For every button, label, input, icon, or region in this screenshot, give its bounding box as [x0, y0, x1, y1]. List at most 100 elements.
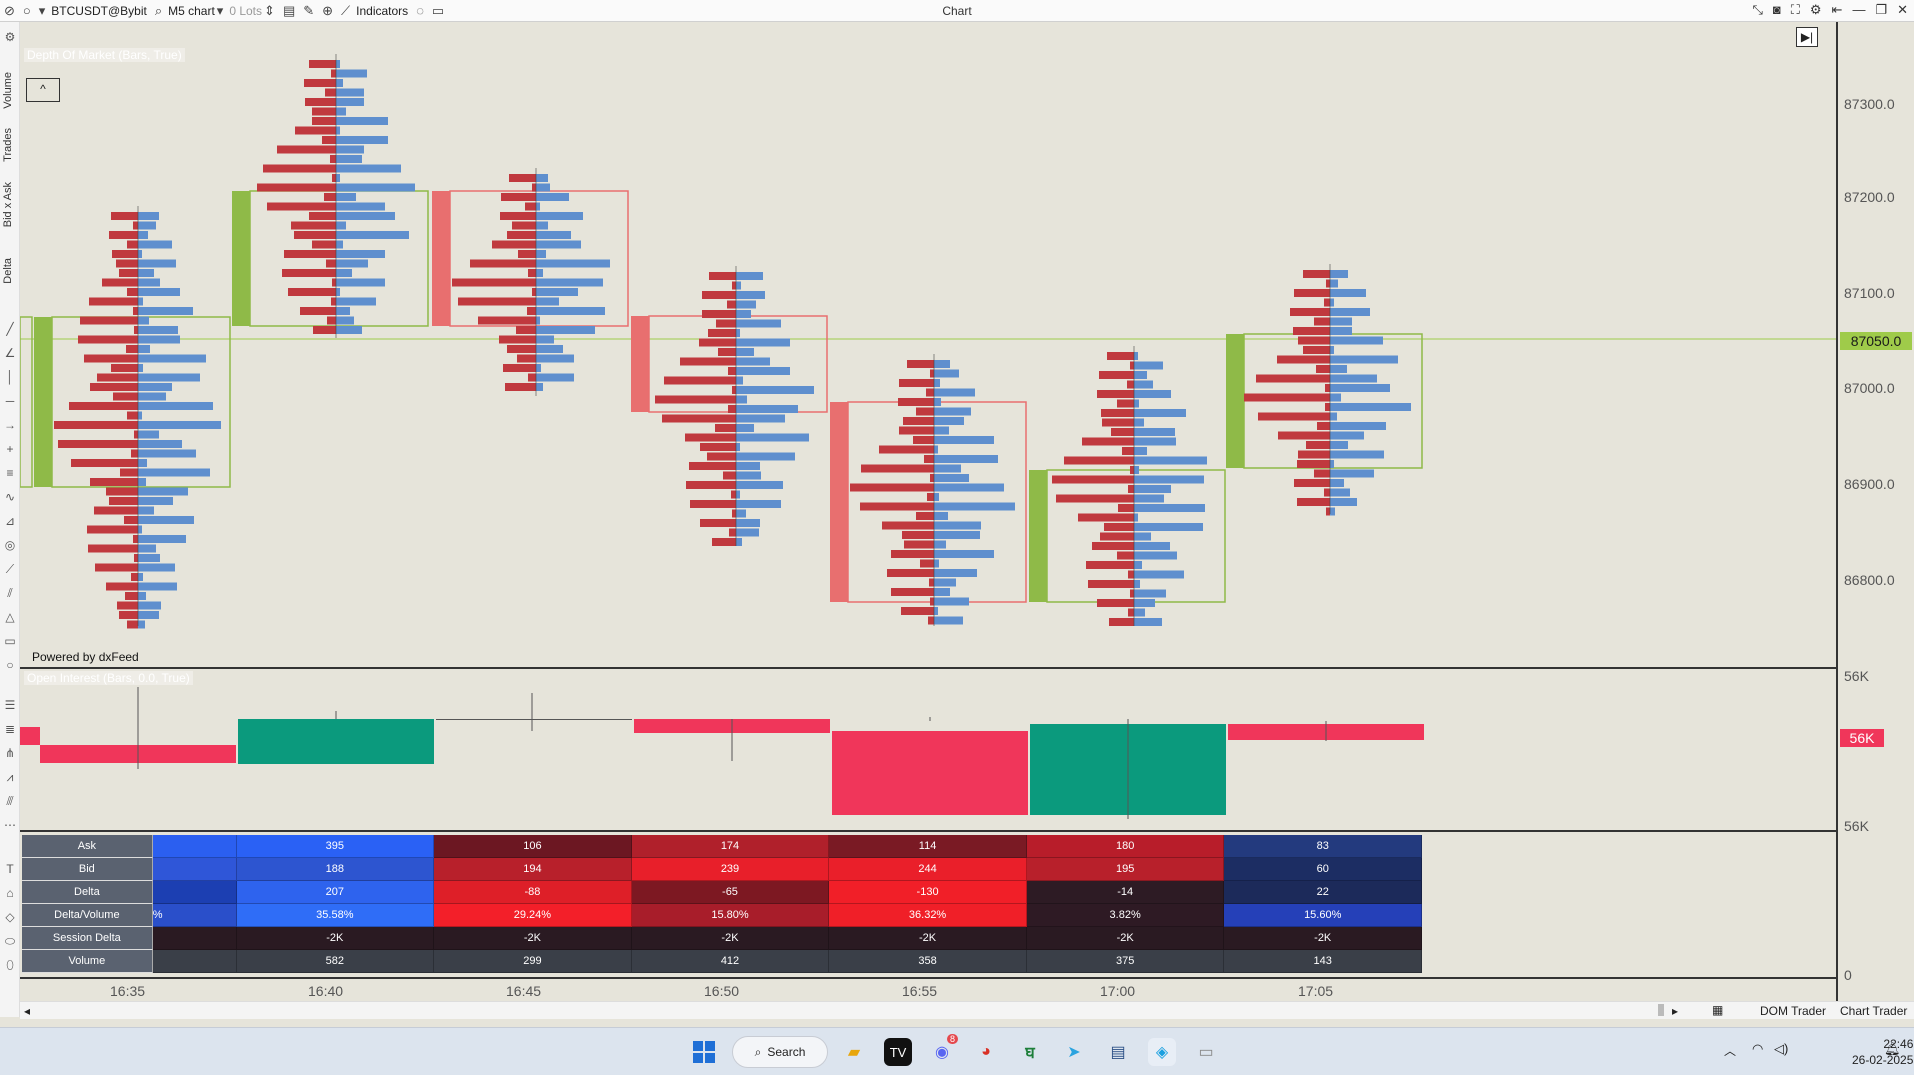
- scroll-thumb[interactable]: [1658, 1004, 1664, 1016]
- app-icon-2[interactable]: ▭: [1198, 1044, 1214, 1061]
- settings-icon[interactable]: ⚙: [1809, 2, 1822, 17]
- chart-type-icon[interactable]: ▤: [282, 2, 296, 18]
- minimize-icon[interactable]: —: [1852, 2, 1866, 17]
- zoom-icon[interactable]: ⊕: [322, 2, 334, 18]
- arrow-icon[interactable]: →: [4, 418, 16, 432]
- chrome-icon[interactable]: ◕: [981, 1043, 991, 1060]
- camera-icon[interactable]: ◙: [1772, 2, 1781, 17]
- bid-volume-bar: [904, 540, 934, 549]
- ask-volume-bar: [1134, 532, 1151, 541]
- notification-icon[interactable]: 🔔︎: [1884, 1041, 1901, 1056]
- ask-volume-bar: [138, 544, 156, 553]
- dom-indicator-label[interactable]: Depth Of Market (Bars, True): [24, 48, 185, 62]
- calendar-icon[interactable]: ▦: [1712, 1003, 1724, 1017]
- text-icon[interactable]: T: [6, 862, 14, 876]
- main-chart[interactable]: Depth Of Market (Bars, True) ^ ▶| Powere…: [19, 22, 1836, 667]
- ask-volume-bar: [336, 79, 343, 87]
- bid-volume-bar: [111, 364, 138, 372]
- callout-icon[interactable]: ◇: [5, 910, 15, 924]
- discord-icon[interactable]: ◉ 8: [928, 1034, 958, 1066]
- tray-chevron-icon[interactable]: ︿: [1724, 1044, 1737, 1058]
- target-icon[interactable]: ◎: [4, 538, 16, 552]
- rectangle-icon[interactable]: ▭: [4, 634, 16, 648]
- ask-volume-bar: [934, 388, 975, 397]
- angle-icon[interactable]: ∠: [4, 346, 16, 360]
- scroll-to-end-button[interactable]: ▶|: [1796, 27, 1818, 47]
- list-icon[interactable]: ☰: [4, 698, 16, 712]
- clock[interactable]: 22:46 26-02-2025: [1852, 1037, 1914, 1067]
- tradingview-icon[interactable]: TV: [884, 1038, 912, 1066]
- chevron-down-icon[interactable]: ▾: [216, 2, 224, 18]
- left-label-volume[interactable]: Volume: [2, 72, 14, 109]
- expand-icon[interactable]: ⤡: [1752, 2, 1763, 17]
- scroll-right-icon[interactable]: ▸: [1672, 1004, 1679, 1018]
- ask-volume-bar: [736, 348, 754, 356]
- draw-icon[interactable]: ✎: [303, 2, 315, 18]
- scroll-left-icon[interactable]: ◂: [24, 1004, 31, 1018]
- template-icon[interactable]: ◌: [416, 3, 424, 18]
- restore-icon[interactable]: ❐: [1875, 2, 1888, 17]
- oi-indicator-label[interactable]: Open Interest (Bars, 0.0, True): [24, 671, 193, 685]
- lots-input[interactable]: 0 Lots: [229, 3, 263, 18]
- windows-start-icon[interactable]: [690, 1038, 718, 1066]
- ruler-icon[interactable]: ⟋: [5, 562, 15, 576]
- atas-icon[interactable]: ◈: [1148, 1038, 1176, 1066]
- triangle-icon[interactable]: △: [5, 610, 15, 624]
- bid-volume-bar: [664, 376, 736, 385]
- search-icon[interactable]: ⌕: [154, 2, 163, 18]
- trendline-icon[interactable]: ╱: [6, 322, 14, 336]
- cross-icon[interactable]: +: [6, 442, 14, 456]
- dom-trader-tab[interactable]: DOM Trader: [1760, 1004, 1827, 1018]
- telegram-icon[interactable]: ➤: [1067, 1044, 1081, 1061]
- lots-arrows-icon[interactable]: ⇕: [264, 2, 275, 18]
- measure-icon[interactable]: ⊿: [4, 514, 16, 528]
- price-axis[interactable]: 87300.0 87200.0 87100.0 87000.0 86900.0 …: [1836, 22, 1914, 1017]
- bid-volume-bar: [282, 269, 336, 277]
- collapse-button[interactable]: ^: [26, 78, 60, 102]
- terminal-icon[interactable]: ▤: [1110, 1044, 1126, 1061]
- vertical-line-icon[interactable]: │: [6, 370, 14, 384]
- indicators-button[interactable]: Indicators: [356, 3, 409, 18]
- left-label-delta[interactable]: Delta: [2, 258, 14, 284]
- volume-icon[interactable]: ◁): [1774, 1041, 1789, 1056]
- bid-volume-bar: [312, 107, 336, 116]
- projection-icon[interactable]: ⫻: [6, 794, 14, 808]
- fib-icon[interactable]: ≡: [6, 466, 14, 480]
- pane-separator-2[interactable]: [20, 830, 1836, 832]
- horizontal-line-icon[interactable]: ─: [5, 394, 15, 408]
- left-label-trades[interactable]: Trades: [2, 128, 14, 162]
- wifi-icon[interactable]: ◠: [1752, 1041, 1764, 1056]
- pin-icon[interactable]: ⇤: [1831, 2, 1843, 17]
- bid-volume-bar: [728, 405, 736, 413]
- pane-separator[interactable]: [20, 667, 1836, 669]
- fullscreen-icon[interactable]: ⛶: [1790, 2, 1800, 17]
- taskbar-search[interactable]: ⌕ Search: [732, 1036, 828, 1068]
- dotted-icon[interactable]: ⋯: [4, 818, 16, 832]
- capsule-icon[interactable]: ⬭: [4, 934, 16, 948]
- gear-icon[interactable]: ⚙: [4, 30, 16, 44]
- tag-icon[interactable]: ⌂: [6, 886, 14, 900]
- wave-icon[interactable]: ⩘: [6, 770, 14, 784]
- time-axis[interactable]: 16:35 16:40 16:45 16:50 16:55 17:00 17:0…: [20, 977, 1836, 1001]
- open-interest-pane[interactable]: Open Interest (Bars, 0.0, True): [20, 669, 1836, 830]
- circle-icon[interactable]: ○: [22, 3, 31, 18]
- chart-trader-tab[interactable]: Chart Trader: [1840, 1004, 1908, 1018]
- left-label-bidask[interactable]: Bid x Ask: [2, 182, 14, 228]
- folder-icon[interactable]: ▰: [847, 1044, 861, 1061]
- ellipse-icon[interactable]: ○: [6, 658, 14, 672]
- bid-volume-bar: [729, 528, 736, 537]
- indicators-icon[interactable]: ⟋: [341, 2, 351, 18]
- timeframe-selector[interactable]: M5 chart: [168, 3, 215, 18]
- channel-icon[interactable]: ⫽: [7, 586, 13, 600]
- pitchfork-icon[interactable]: ⋔: [4, 746, 16, 760]
- close-icon[interactable]: ✕: [1897, 2, 1908, 17]
- layout-icon[interactable]: ▭: [431, 2, 445, 18]
- symbol-selector[interactable]: BTCUSDT@Bybit: [51, 3, 147, 18]
- dropdown-arrow-icon[interactable]: ▾: [38, 2, 46, 18]
- bid-volume-bar: [116, 259, 138, 268]
- app-icon[interactable]: घ: [1025, 1045, 1035, 1062]
- ask-volume-bar: [138, 620, 145, 629]
- curve-icon[interactable]: ∿: [4, 490, 16, 504]
- lines-icon[interactable]: ≣: [4, 722, 16, 736]
- note-icon[interactable]: ⬯: [6, 958, 14, 972]
